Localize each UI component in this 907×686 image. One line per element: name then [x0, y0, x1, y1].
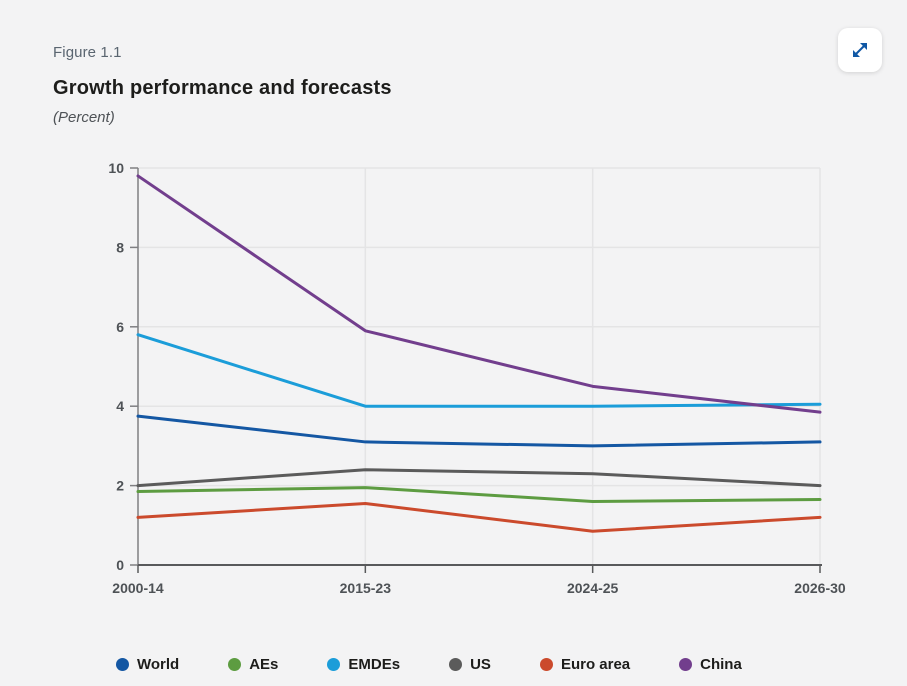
x-tick-label-2015-23: 2015-23	[340, 580, 392, 596]
series-line-world	[136, 414, 822, 448]
legend-item-euro-area[interactable]: Euro area	[539, 656, 631, 673]
legend-marker-emdes	[327, 658, 341, 671]
legend-label: China	[700, 656, 742, 673]
y-tick-label-6: 6	[116, 319, 124, 335]
x-tick-label-2024-25: 2024-25	[567, 580, 619, 596]
legend-label: World	[137, 656, 180, 673]
legend-item-aes[interactable]: AEs	[228, 656, 278, 673]
legend-marker-us	[449, 658, 463, 671]
legend-label: Euro area	[560, 656, 631, 673]
y-tick-label-2: 2	[116, 478, 124, 494]
series-line-china	[136, 174, 822, 414]
legend-marker-aes	[228, 658, 242, 671]
y-tick-label-8: 8	[116, 239, 124, 255]
series-line-us	[136, 468, 822, 488]
y-tick-label-4: 4	[116, 398, 124, 414]
y-tick-label-0: 0	[116, 557, 124, 573]
legend-item-china[interactable]: China	[679, 656, 742, 673]
legend-label: AEs	[249, 656, 279, 673]
legend-marker-euro-area	[539, 658, 553, 671]
series-line-aes	[136, 486, 822, 503]
chart-legend: World AEs EMDEs US Euro area China	[116, 656, 742, 673]
line-chart: 0 2 4 6 8 10 2000-14 2015-23 2024-25 2026-30	[108, 160, 846, 596]
x-tick-label-2000-14: 2000-14	[112, 580, 164, 596]
legend-item-emdes[interactable]: EMDEs	[327, 656, 400, 673]
legend-label: US	[470, 656, 491, 673]
series-line-emdes	[136, 333, 822, 408]
legend-marker-world	[116, 658, 129, 671]
series-line-euro-area	[136, 501, 822, 533]
legend-item-us[interactable]: US	[449, 656, 491, 673]
legend-item-world[interactable]: World	[116, 656, 179, 673]
legend-marker-china	[679, 658, 693, 671]
expand-arrows-icon	[853, 43, 867, 57]
page-title: Growth performance and forecasts	[53, 77, 392, 99]
y-tick-label-10: 10	[108, 160, 124, 176]
figure-label: Figure 1.1	[53, 44, 122, 61]
expand-button[interactable]	[838, 28, 882, 72]
x-tick-label-2026-30: 2026-30	[794, 580, 846, 596]
legend-label: EMDEs	[348, 656, 401, 673]
chart-subtitle: (Percent)	[53, 109, 115, 126]
